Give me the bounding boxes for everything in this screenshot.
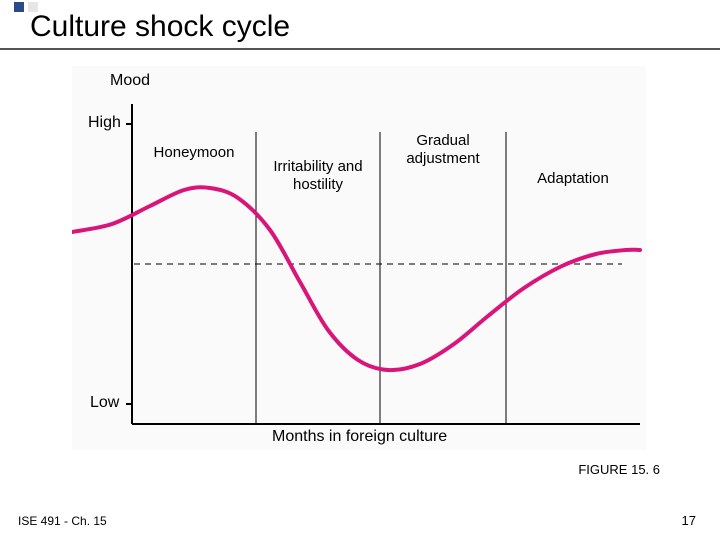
footer-page-number: 17 — [682, 513, 696, 528]
phase-label: adjustment — [383, 150, 503, 167]
y-axis-label: Mood — [110, 72, 150, 90]
accent-divider-line — [0, 48, 720, 50]
accent-square-1 — [14, 2, 24, 12]
figure-reference: FIGURE 15. 6 — [578, 462, 660, 477]
x-axis-label: Months in foreign culture — [272, 428, 447, 446]
slide-root: Culture shock cycle Mood High Low Months… — [0, 0, 720, 540]
y-tick-high-label: High — [88, 114, 121, 132]
culture-shock-chart: Mood High Low Months in foreign culture … — [72, 66, 646, 450]
phase-label: Irritability and — [258, 158, 378, 175]
phase-label: Gradual — [383, 132, 503, 149]
phase-label: Adaptation — [513, 170, 633, 187]
chart-svg — [72, 66, 646, 450]
page-title: Culture shock cycle — [30, 10, 290, 44]
phase-label: hostility — [258, 176, 378, 193]
phase-label: Honeymoon — [134, 144, 254, 161]
footer-course: ISE 491 - Ch. 15 — [18, 514, 107, 528]
y-tick-low-label: Low — [90, 394, 119, 412]
mood-curve — [72, 187, 640, 370]
